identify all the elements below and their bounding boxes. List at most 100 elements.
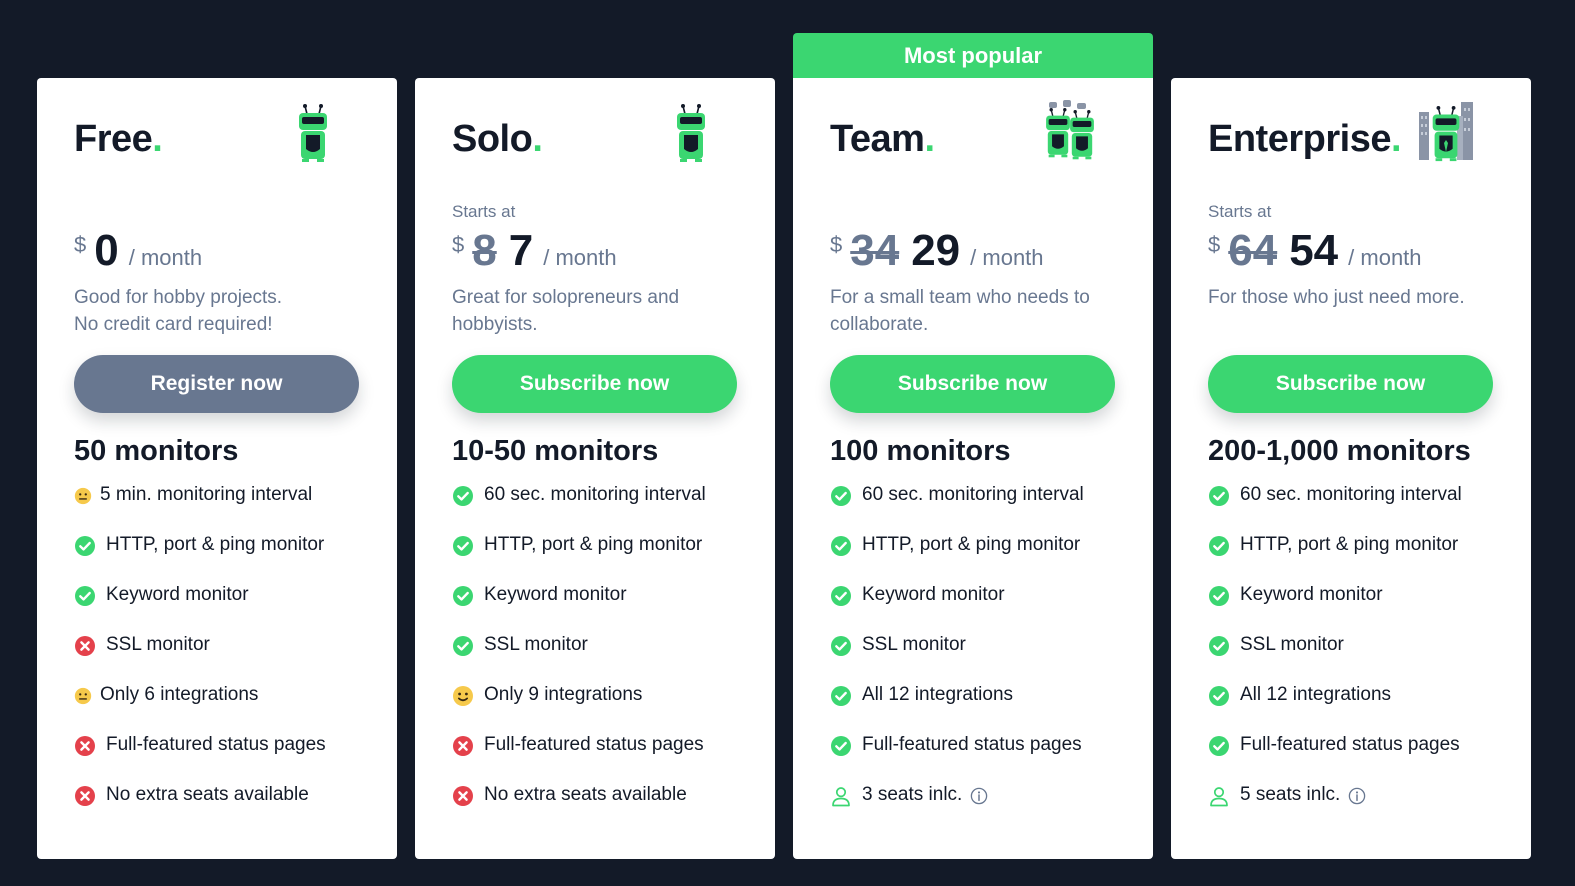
robot-mascot-icon [1419, 102, 1473, 162]
check-icon [75, 536, 95, 556]
current-price: 54 [1289, 226, 1339, 275]
check-icon [453, 536, 473, 556]
plan-description: Great for solopreneurs and hobbyists. [452, 284, 752, 338]
feature-text: Full-featured status pages [1240, 734, 1460, 755]
check-icon [1209, 486, 1229, 506]
feature-text: SSL monitor [1240, 634, 1344, 655]
plan-name-text: Free [74, 118, 153, 160]
neutral-face-icon [74, 487, 92, 505]
plan-name-dot: . [924, 118, 935, 160]
robot-mascot-icon [1046, 100, 1094, 160]
feature-item: 5 min. monitoring interval [74, 484, 326, 534]
plan-description-line: For a small team who needs to [830, 287, 1090, 308]
feature-list: 5 min. monitoring interval HTTP, port & p… [74, 484, 326, 834]
check-icon [453, 586, 473, 606]
feature-item: SSL monitor [452, 634, 706, 684]
feature-item: HTTP, port & ping monitor [74, 534, 326, 584]
feature-text: HTTP, port & ping monitor [484, 534, 703, 555]
feature-text: HTTP, port & ping monitor [1240, 534, 1459, 555]
plan-description-line: For those who just need more. [1208, 287, 1465, 308]
feature-item: Full-featured status pages [74, 734, 326, 784]
feature-item: Full-featured status pages [1208, 734, 1462, 784]
feature-text: 5 min. monitoring interval [100, 484, 313, 505]
cross-icon [75, 736, 95, 756]
price-period: / month [1348, 245, 1422, 270]
plan-name-text: Enterprise [1208, 118, 1391, 160]
info-icon[interactable] [970, 787, 988, 805]
feature-text: SSL monitor [484, 634, 588, 655]
subscribe-now-button[interactable]: Subscribe now [830, 355, 1115, 413]
subscribe-now-button[interactable]: Subscribe now [1208, 355, 1493, 413]
feature-text: SSL monitor [106, 634, 210, 655]
feature-item: 60 sec. monitoring interval [830, 484, 1084, 534]
currency-symbol: $ [74, 232, 87, 257]
plan-name-text: Team [830, 118, 925, 160]
cross-icon [453, 786, 473, 806]
price: $ 64 54 / month [1208, 226, 1422, 276]
plan-name: Team. [830, 118, 935, 161]
current-price: 0 [94, 226, 119, 275]
pricing-card-free: Free. $ 0 / month Good for hobby project… [37, 78, 397, 859]
monitor-count: 50 monitors [74, 435, 239, 467]
register-now-button[interactable]: Register now [74, 355, 359, 413]
feature-text: 5 seats inlc. [1240, 784, 1341, 805]
plan-description-line: hobbyists. [452, 314, 538, 335]
feature-text: Full-featured status pages [106, 734, 326, 755]
robot-mascot-icon [677, 104, 705, 162]
pricing-card-enterprise: Enterprise. Starts at $ 64 54 / month Fo… [1171, 78, 1531, 859]
feature-item: Full-featured status pages [452, 734, 706, 784]
feature-text: Full-featured status pages [484, 734, 704, 755]
info-icon[interactable] [1348, 787, 1366, 805]
plan-name: Solo. [452, 118, 543, 161]
feature-text: 60 sec. monitoring interval [484, 484, 706, 505]
feature-text: SSL monitor [862, 634, 966, 655]
feature-item: All 12 integrations [1208, 684, 1462, 734]
monitor-count: 200-1,000 monitors [1208, 435, 1471, 467]
feature-text: HTTP, port & ping monitor [862, 534, 1081, 555]
feature-item: Only 9 integrations [452, 684, 706, 734]
check-icon [831, 536, 851, 556]
feature-item: 3 seats inlc. [830, 784, 1084, 834]
price: $ 8 7 / month [452, 226, 617, 276]
starts-at-label: Starts at [452, 202, 516, 221]
subscribe-now-button[interactable]: Subscribe now [452, 355, 737, 413]
check-icon [831, 636, 851, 656]
cross-icon [75, 786, 95, 806]
feature-item: 5 seats inlc. [1208, 784, 1462, 834]
feature-item: All 12 integrations [830, 684, 1084, 734]
feature-text: Keyword monitor [106, 584, 249, 605]
price-period: / month [970, 245, 1044, 270]
plan-description-line: No credit card required! [74, 314, 273, 335]
check-icon [453, 486, 473, 506]
neutral-face-icon [74, 687, 92, 705]
currency-symbol: $ [830, 232, 843, 257]
monitor-count: 10-50 monitors [452, 435, 659, 467]
most-popular-ribbon: Most popular [793, 33, 1153, 78]
current-price: 29 [911, 226, 961, 275]
plan-name: Free. [74, 118, 163, 161]
current-price: 7 [508, 226, 534, 275]
robot-mascot-icon [299, 104, 327, 162]
plan-name-dot: . [152, 118, 163, 160]
plan-description: For a small team who needs to collaborat… [830, 284, 1130, 338]
check-icon [831, 736, 851, 756]
feature-item: SSL monitor [830, 634, 1084, 684]
feature-item: Keyword monitor [830, 584, 1084, 634]
feature-item: Full-featured status pages [830, 734, 1084, 784]
feature-text: Full-featured status pages [862, 734, 1082, 755]
smile-face-icon [453, 686, 473, 706]
price-period: / month [543, 245, 617, 270]
currency-symbol: $ [1208, 232, 1221, 257]
feature-text: No extra seats available [106, 784, 309, 805]
feature-item: SSL monitor [74, 634, 326, 684]
monitor-count: 100 monitors [830, 435, 1011, 467]
plan-name-text: Solo [452, 118, 533, 160]
feature-list: 60 sec. monitoring interval HTTP, port & … [452, 484, 706, 834]
pricing-card-team: Team. $ 34 29 / month For a small team w… [793, 78, 1153, 859]
plan-description-line: Great for solopreneurs and [452, 287, 680, 308]
cross-icon [453, 736, 473, 756]
feature-text: All 12 integrations [862, 684, 1014, 705]
check-icon [831, 486, 851, 506]
check-icon [831, 586, 851, 606]
feature-item: HTTP, port & ping monitor [452, 534, 706, 584]
